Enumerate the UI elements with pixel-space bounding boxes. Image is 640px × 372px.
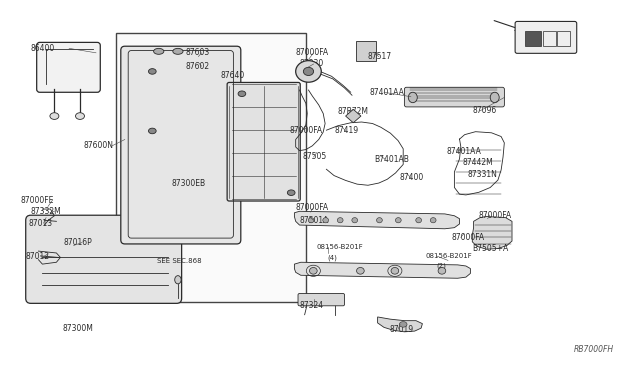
Ellipse shape (76, 113, 84, 119)
Text: 87012: 87012 (26, 252, 50, 261)
Polygon shape (472, 217, 512, 249)
Text: (4): (4) (328, 254, 337, 261)
Ellipse shape (337, 218, 343, 223)
Text: 87300M: 87300M (63, 324, 93, 333)
Ellipse shape (490, 92, 499, 103)
Text: 87331N: 87331N (467, 170, 497, 179)
Text: SEE SEC.868: SEE SEC.868 (157, 258, 202, 264)
FancyBboxPatch shape (404, 87, 504, 107)
FancyBboxPatch shape (121, 46, 241, 244)
Text: 87401AA: 87401AA (370, 88, 404, 97)
FancyBboxPatch shape (26, 215, 182, 303)
Text: 87332M: 87332M (31, 207, 61, 216)
FancyBboxPatch shape (227, 83, 300, 201)
Text: (2): (2) (436, 263, 446, 269)
FancyBboxPatch shape (515, 22, 577, 53)
Ellipse shape (50, 113, 59, 119)
Text: 87330: 87330 (300, 60, 324, 68)
Ellipse shape (303, 67, 314, 76)
FancyBboxPatch shape (36, 42, 100, 92)
Text: 87602: 87602 (186, 62, 210, 71)
Ellipse shape (438, 267, 445, 274)
Ellipse shape (391, 267, 399, 274)
Ellipse shape (416, 218, 422, 223)
Text: 87300EB: 87300EB (172, 179, 205, 187)
Text: 87442M: 87442M (462, 158, 493, 167)
Ellipse shape (430, 218, 436, 223)
Ellipse shape (173, 48, 183, 54)
Text: 87B72M: 87B72M (338, 107, 369, 116)
Ellipse shape (148, 68, 156, 74)
Text: 87000FA: 87000FA (289, 126, 323, 135)
Text: 87000FA: 87000FA (296, 48, 329, 57)
FancyBboxPatch shape (356, 41, 376, 61)
Ellipse shape (356, 267, 364, 274)
Ellipse shape (287, 190, 295, 195)
Ellipse shape (376, 218, 382, 223)
Text: B7401AB: B7401AB (374, 155, 409, 164)
Ellipse shape (238, 91, 246, 97)
Text: 87603: 87603 (186, 48, 210, 57)
Ellipse shape (308, 218, 314, 223)
Bar (116, 33, 306, 302)
Ellipse shape (323, 218, 328, 223)
Ellipse shape (148, 128, 156, 134)
Text: 87501A: 87501A (300, 216, 329, 225)
Text: 08156-B201F: 08156-B201F (426, 253, 472, 259)
Ellipse shape (352, 218, 358, 223)
Text: 87640: 87640 (221, 71, 245, 80)
Ellipse shape (396, 218, 401, 223)
Bar (543, 31, 556, 46)
Text: RB7000FH: RB7000FH (574, 345, 614, 354)
Text: 87019: 87019 (389, 325, 413, 334)
Polygon shape (378, 317, 422, 332)
Text: 87000FE: 87000FE (20, 196, 54, 205)
Polygon shape (294, 262, 470, 278)
Text: 08156-B201F: 08156-B201F (317, 244, 364, 250)
Text: 86400: 86400 (31, 44, 55, 53)
Text: 87419: 87419 (334, 126, 358, 135)
Text: 87505: 87505 (302, 153, 326, 161)
FancyBboxPatch shape (298, 294, 344, 306)
Bar (525, 31, 541, 46)
Text: 87000FA: 87000FA (451, 233, 484, 242)
Ellipse shape (408, 92, 417, 103)
Polygon shape (346, 109, 361, 123)
Ellipse shape (296, 61, 321, 82)
Text: 87096: 87096 (472, 106, 497, 115)
Text: 87600N: 87600N (83, 141, 113, 150)
Text: 87517: 87517 (368, 52, 392, 61)
Text: 87400: 87400 (400, 173, 424, 182)
Text: B7505+A: B7505+A (472, 244, 509, 253)
Polygon shape (294, 211, 460, 229)
Text: 87401AA: 87401AA (447, 147, 481, 156)
Text: 87000FA: 87000FA (479, 211, 512, 219)
Bar (557, 31, 570, 46)
Ellipse shape (154, 48, 164, 54)
Ellipse shape (175, 276, 181, 284)
Text: 87016P: 87016P (64, 238, 93, 247)
Text: 87324: 87324 (300, 301, 324, 310)
Text: 87000FA: 87000FA (296, 203, 329, 212)
Ellipse shape (310, 267, 317, 274)
Ellipse shape (399, 321, 407, 327)
Text: 87013: 87013 (28, 219, 52, 228)
